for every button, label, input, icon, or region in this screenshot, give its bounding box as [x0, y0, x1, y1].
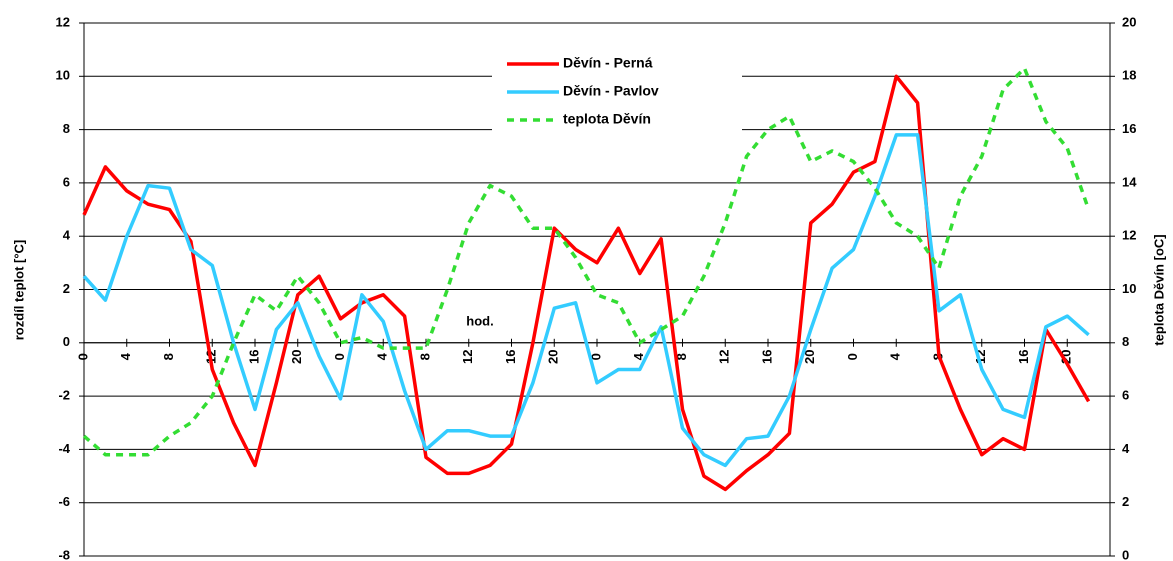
x-tick-label: 20: [546, 350, 561, 364]
x-tick-label: 4: [375, 352, 390, 360]
x-tick-label: 16: [503, 350, 518, 364]
x-tick-label: 16: [759, 350, 774, 364]
y2-tick-label: 20: [1122, 14, 1136, 29]
x-tick-label: 12: [717, 350, 732, 364]
y2-axis-title: teplota Děvín [oC]: [1151, 234, 1166, 345]
x-tick-label: 8: [417, 353, 432, 360]
legend-label: Děvín - Perná: [563, 55, 653, 71]
series-line: [82, 74, 1091, 492]
y-tick-label: 0: [63, 334, 70, 349]
y2-tick-label: 0: [1122, 547, 1129, 561]
series-line: [82, 66, 1091, 457]
y-tick-label: 12: [56, 14, 70, 29]
y-tick-label: -8: [58, 547, 70, 561]
y-tick-label: -4: [58, 441, 70, 456]
x-tick-label: 16: [1016, 350, 1031, 364]
y-tick-label: 2: [63, 281, 70, 296]
x-tick-label: 4: [888, 352, 903, 360]
x-tick-label: 0: [845, 353, 860, 360]
y-tick-label: 8: [63, 121, 70, 136]
x-tick-label: 12: [460, 350, 475, 364]
y2-tick-label: 10: [1122, 281, 1136, 296]
y-tick-label: 6: [63, 174, 70, 189]
x-tick-label: 0: [588, 353, 603, 360]
y2-tick-label: 16: [1122, 121, 1136, 136]
legend-label: Děvín - Pavlov: [563, 83, 659, 99]
annotation: hod.: [466, 313, 493, 328]
y2-tick-label: 12: [1122, 228, 1136, 243]
y2-tick-label: 8: [1122, 334, 1129, 349]
y-axis-title: rozdíl teplot [°C]: [11, 240, 26, 341]
x-tick-label: 4: [631, 352, 646, 360]
x-tick-label: 16: [246, 350, 261, 364]
y2-tick-label: 14: [1122, 174, 1137, 189]
y-tick-label: -6: [58, 494, 70, 509]
legend-box: [492, 42, 742, 132]
y-tick-label: 10: [56, 68, 70, 83]
legend-label: teplota Děvín: [563, 111, 651, 127]
y2-tick-label: 18: [1122, 68, 1136, 83]
x-tick-label: 4: [118, 352, 133, 360]
x-tick-label: 20: [289, 350, 304, 364]
x-tick-label: 0: [75, 353, 90, 360]
y2-tick-label: 6: [1122, 388, 1129, 403]
y2-tick-label: 4: [1122, 441, 1130, 456]
x-tick-label: 20: [802, 350, 817, 364]
x-tick-label: 8: [161, 353, 176, 360]
x-tick-label: 0: [332, 353, 347, 360]
y-tick-label: -2: [58, 388, 70, 403]
y2-tick-label: 2: [1122, 494, 1129, 509]
y-tick-label: 4: [63, 228, 71, 243]
x-tick-label: 8: [674, 353, 689, 360]
series-line: [82, 133, 1090, 468]
